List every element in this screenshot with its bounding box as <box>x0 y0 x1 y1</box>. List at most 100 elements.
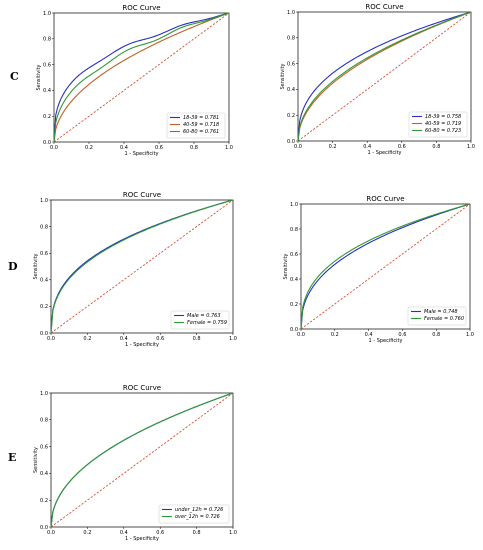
x-tick-label: 0.8 <box>190 145 198 151</box>
y-tick-label: 0.0 <box>290 327 298 333</box>
y-tick-label: 0.4 <box>40 471 48 477</box>
x-axis-label: 1 - Specificity <box>369 338 403 344</box>
chance-diagonal-line <box>50 199 234 334</box>
y-tick-label: 1.0 <box>290 202 298 208</box>
roc-series-line-green <box>297 11 472 142</box>
y-tick-label: 0.4 <box>43 88 51 94</box>
roc-chart-1: ROC Curve 0.0 0.2 0.4 0.6 0.8 1.0 0.0 0.2 0.4 0.6 0… <box>36 4 233 157</box>
legend-entry: Female = 0.759 <box>187 320 227 326</box>
x-tick-label: 0.8 <box>432 332 440 338</box>
roc-chart-4: ROC Curve 0.0 0.2 0.4 0.6 0.8 1.0 0.0 0.2 0.4 0.6 0… <box>283 195 474 344</box>
chart-title: ROC Curve <box>366 195 404 203</box>
row-label-d: D <box>8 260 18 273</box>
y-tick-label: 0.2 <box>287 113 295 119</box>
y-tick-label: 0.0 <box>43 140 51 146</box>
legend-entry: 18-39 = 0.758 <box>425 114 461 120</box>
chance-diagonal-line <box>297 11 472 142</box>
y-tick-label: 0.6 <box>40 251 48 257</box>
chance-diagonal-line <box>300 203 471 330</box>
x-tick-label: 0.0 <box>47 336 55 342</box>
x-tick-label: 0.2 <box>83 336 91 342</box>
legend-entry: over_12h = 0.726 <box>175 514 220 520</box>
y-tick-label: 1.0 <box>40 391 48 397</box>
legend-box <box>158 504 230 524</box>
x-tick-label: 0.6 <box>156 530 164 536</box>
y-tick-label: 0.2 <box>290 302 298 308</box>
x-tick-label: 0.0 <box>50 145 58 151</box>
row-label-c: C <box>10 70 19 83</box>
legend-box <box>166 112 226 139</box>
y-tick-label: 0.8 <box>287 36 295 42</box>
x-tick-label: 0.4 <box>120 336 128 342</box>
roc-chart-5: ROC Curve 0.0 0.2 0.4 0.6 0.8 1.0 0.0 0.2 0.4 0.6 0… <box>33 384 237 542</box>
chance-diagonal-line <box>50 392 234 528</box>
chart-title: ROC Curve <box>122 4 160 12</box>
y-tick-label: 0.8 <box>40 224 48 230</box>
legend-box <box>408 111 468 138</box>
legend-entry: Male = 0.763 <box>187 313 221 319</box>
y-tick-label: 0.8 <box>40 418 48 424</box>
chart-title: ROC Curve <box>123 384 161 392</box>
x-axis-label: 1 - Specificity <box>368 150 402 156</box>
legend-box <box>170 310 230 330</box>
x-tick-label: 1.0 <box>229 530 237 536</box>
roc-chart-3: ROC Curve 0.0 0.2 0.4 0.6 0.8 1.0 0.0 0.2 0.4 0.6 0… <box>33 191 237 348</box>
roc-series-line-orange <box>53 12 230 143</box>
x-tick-label: 0.4 <box>120 145 128 151</box>
x-tick-label: 0.8 <box>432 144 440 150</box>
legend-entry: 18-39 = 0.781 <box>183 115 219 121</box>
x-tick-label: 0.6 <box>398 332 406 338</box>
plot-frame <box>300 203 471 330</box>
roc-series-line-blue <box>300 203 471 330</box>
y-tick-label: 1.0 <box>287 10 295 16</box>
y-tick-label: 0.6 <box>290 252 298 258</box>
x-tick-label: 0.8 <box>193 336 201 342</box>
roc-series-line-blue <box>297 11 472 142</box>
legend-entry: 40-59 = 0.718 <box>183 122 219 128</box>
plot-frame <box>53 12 230 143</box>
y-axis-label: Sensitivity <box>33 253 39 279</box>
y-tick-label: 0.0 <box>40 525 48 531</box>
roc-series-line-green <box>50 199 234 334</box>
chance-diagonal-line <box>53 12 230 143</box>
x-tick-label: 0.8 <box>193 530 201 536</box>
x-tick-label: 0.0 <box>294 144 302 150</box>
x-tick-label: 1.0 <box>466 332 474 338</box>
y-tick-label: 0.6 <box>43 62 51 68</box>
legend-entry: 40-59 = 0.719 <box>425 121 461 127</box>
x-tick-label: 0.6 <box>398 144 406 150</box>
y-tick-label: 0.8 <box>43 37 51 43</box>
x-tick-label: 0.2 <box>85 145 93 151</box>
x-axis-label: 1 - Specificity <box>125 342 159 348</box>
x-axis-label: 1 - Specificity <box>125 151 159 157</box>
legend-box <box>407 306 467 326</box>
legend-entry: 60-80 = 0.761 <box>183 129 219 135</box>
roc-chart-2: ROC Curve 0.0 0.2 0.4 0.6 0.8 1.0 0.0 0.2 0.4 0.6 0… <box>280 3 475 156</box>
x-tick-label: 0.0 <box>297 332 305 338</box>
x-tick-label: 0.4 <box>365 332 373 338</box>
x-tick-label: 0.6 <box>155 145 163 151</box>
y-tick-label: 0.6 <box>287 61 295 67</box>
y-tick-label: 0.2 <box>40 498 48 504</box>
x-tick-label: 1.0 <box>467 144 475 150</box>
y-tick-label: 0.2 <box>40 304 48 310</box>
y-tick-label: 0.0 <box>287 139 295 145</box>
x-tick-label: 0.4 <box>363 144 371 150</box>
plot-frame <box>297 11 472 142</box>
row-label-e: E <box>8 451 16 464</box>
roc-series-line-green <box>300 203 471 330</box>
roc-series-line-green <box>53 12 230 143</box>
y-axis-label: Sensitivity <box>280 63 286 89</box>
x-tick-label: 0.6 <box>156 336 164 342</box>
y-tick-label: 0.2 <box>43 114 51 120</box>
y-tick-label: 0.6 <box>40 444 48 450</box>
legend-entry: under_12h = 0.726 <box>175 507 223 513</box>
x-axis-label: 1 - Specificity <box>125 536 159 542</box>
chart-title: ROC Curve <box>123 191 161 199</box>
legend-entry: Female = 0.760 <box>424 316 464 322</box>
y-tick-label: 0.4 <box>287 87 295 93</box>
y-tick-label: 0.4 <box>40 278 48 284</box>
x-tick-label: 0.2 <box>83 530 91 536</box>
y-tick-label: 0.4 <box>290 277 298 283</box>
